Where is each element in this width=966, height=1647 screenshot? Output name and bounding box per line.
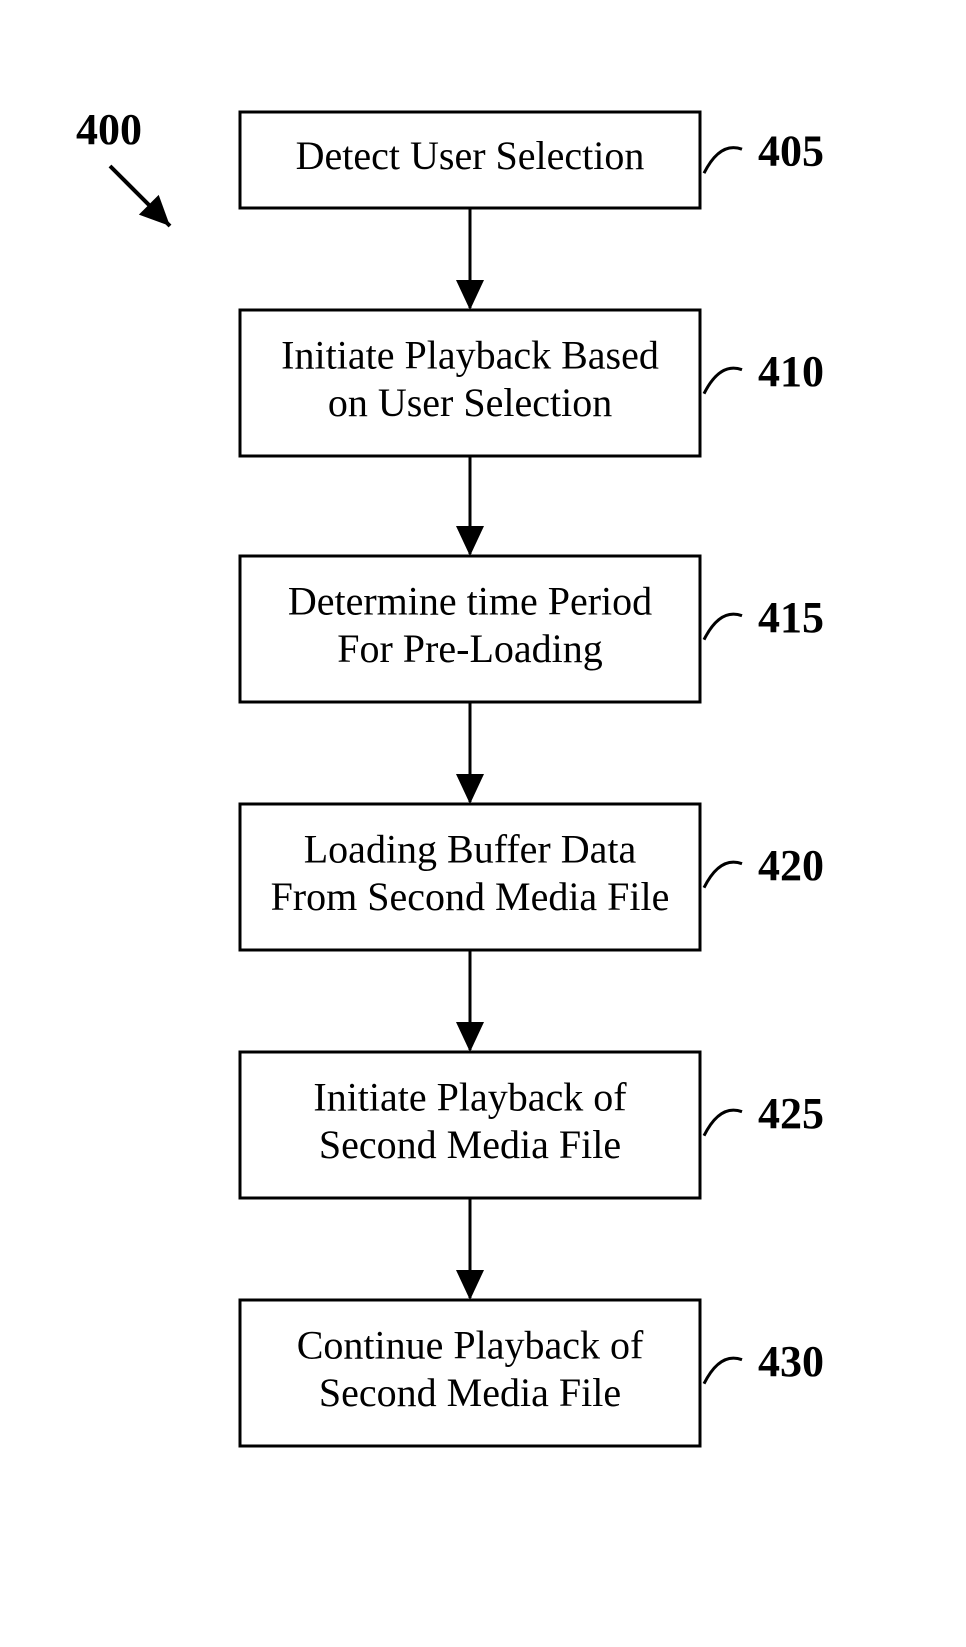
flow-node-text: Initiate Playback Based [281,333,659,378]
flow-node-label: 430 [758,1337,824,1386]
flow-node-text: Determine time Period [288,579,652,624]
flow-node-label: 405 [758,126,824,175]
callout-curve [704,614,742,640]
flow-node-text: on User Selection [328,380,612,425]
flow-node: Initiate Playback ofSecond Media File 425 [240,1052,824,1198]
callout-curve [704,1358,742,1384]
flow-node-label: 410 [758,347,824,396]
flow-node-text: Initiate Playback of [313,1075,627,1120]
flow-node-text: Second Media File [319,1370,621,1415]
flow-node-text: From Second Media File [271,874,670,919]
flow-node: Loading Buffer DataFrom Second Media Fil… [240,804,824,950]
flow-node: Determine time PeriodFor Pre-Loading 415 [240,556,824,702]
flow-node-text: Detect User Selection [296,133,645,178]
callout-curve [704,368,742,394]
flow-arrowhead [456,526,484,556]
callout-curve [704,862,742,888]
flow-arrowhead [456,280,484,310]
flow-node-text: Continue Playback of [297,1323,644,1368]
flow-node: Initiate Playback Basedon User Selection… [240,310,824,456]
figure-label: 400 [76,105,142,154]
flow-node-text: Loading Buffer Data [304,827,637,872]
callout-curve [704,148,742,174]
flow-node-text: For Pre-Loading [337,626,603,671]
callout-curve [704,1110,742,1136]
flow-arrowhead [456,774,484,804]
flow-node-label: 425 [758,1089,824,1138]
flow-node-text: Second Media File [319,1122,621,1167]
flow-arrowhead [456,1022,484,1052]
flow-node-label: 415 [758,593,824,642]
flow-node: Detect User Selection 405 [240,112,824,208]
flowchart-canvas: Detect User Selection 405 Initiate Playbac… [0,0,966,1647]
flow-arrowhead [456,1270,484,1300]
flow-node: Continue Playback ofSecond Media File 430 [240,1300,824,1446]
flow-node-label: 420 [758,841,824,890]
